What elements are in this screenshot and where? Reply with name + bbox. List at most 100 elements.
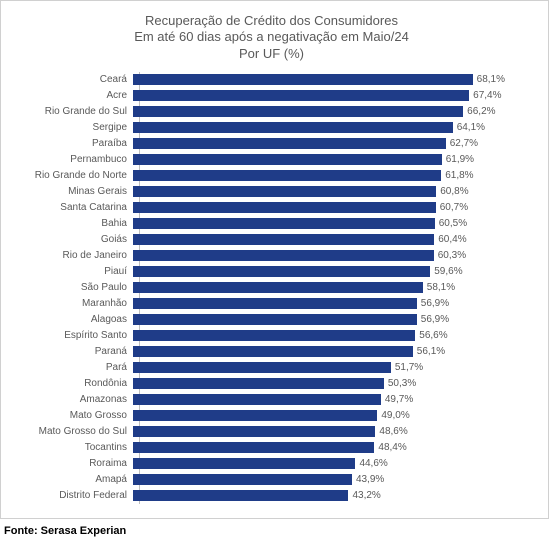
- bar: [133, 266, 430, 277]
- bar-label: Rio Grande do Sul: [11, 106, 133, 117]
- bar-value: 60,5%: [435, 218, 467, 229]
- bar-value: 48,6%: [375, 426, 407, 437]
- bar-label: Paraná: [11, 346, 133, 357]
- bar-label: Espírito Santo: [11, 330, 133, 341]
- bar: [133, 138, 446, 149]
- bar-area: 61,9%: [133, 152, 532, 168]
- bar-label: Amapá: [11, 474, 133, 485]
- bar-area: 44,6%: [133, 456, 532, 472]
- bar-label: Goiás: [11, 234, 133, 245]
- bar-area: 58,1%: [133, 280, 532, 296]
- bar-label: Roraima: [11, 458, 133, 469]
- bar: [133, 202, 436, 213]
- bar-value: 51,7%: [391, 362, 423, 373]
- bar-area: 48,4%: [133, 440, 532, 456]
- bar-label: Pará: [11, 362, 133, 373]
- bar-label: Paraíba: [11, 138, 133, 149]
- bar-value: 44,6%: [355, 458, 387, 469]
- bar-label: Alagoas: [11, 314, 133, 325]
- bar-area: 60,7%: [133, 200, 532, 216]
- bar-row: Goiás 60,4%: [11, 232, 532, 248]
- bar-area: 49,0%: [133, 408, 532, 424]
- bar: [133, 282, 423, 293]
- bar-label: Ceará: [11, 74, 133, 85]
- bar: [133, 410, 377, 421]
- bar: [133, 426, 375, 437]
- bar: [133, 314, 417, 325]
- bar-row: Rio Grande do Sul 66,2%: [11, 104, 532, 120]
- bar-row: Espírito Santo 56,6%: [11, 328, 532, 344]
- bar-row: Piauí 59,6%: [11, 264, 532, 280]
- bar-label: Amazonas: [11, 394, 133, 405]
- bar-value: 59,6%: [430, 266, 462, 277]
- bar-area: 59,6%: [133, 264, 532, 280]
- bar-row: Rio de Janeiro60,3%: [11, 248, 532, 264]
- bar: [133, 154, 442, 165]
- bar-row: Mato Grosso49,0%: [11, 408, 532, 424]
- bar-label: São Paulo: [11, 282, 133, 293]
- bar-row: Sergipe 64,1%: [11, 120, 532, 136]
- bar-row: Amapá43,9%: [11, 472, 532, 488]
- bar-area: 66,2%: [133, 104, 532, 120]
- bar-label: Mato Grosso: [11, 410, 133, 421]
- bar-label: Rondônia: [11, 378, 133, 389]
- bar-label: Acre: [11, 90, 133, 101]
- bar-label: Rio Grande do Norte: [11, 170, 133, 181]
- bar-row: Rondônia50,3%: [11, 376, 532, 392]
- bar-row: Paraíba 62,7%: [11, 136, 532, 152]
- bar-area: 60,8%: [133, 184, 532, 200]
- bar-area: 56,6%: [133, 328, 532, 344]
- bar-value: 60,4%: [434, 234, 466, 245]
- bar-area: 61,8%: [133, 168, 532, 184]
- bar-value: 56,1%: [413, 346, 445, 357]
- bar-label: Rio de Janeiro: [11, 250, 133, 261]
- chart-title: Recuperação de Crédito dos Consumidores …: [11, 13, 532, 62]
- title-line-3: Por UF (%): [11, 46, 532, 62]
- bar: [133, 122, 453, 133]
- bar: [133, 90, 469, 101]
- bar-label: Pernambuco: [11, 154, 133, 165]
- bar-row: Amazonas49,7%: [11, 392, 532, 408]
- bar-value: 60,8%: [436, 186, 468, 197]
- bar: [133, 330, 415, 341]
- bar-value: 48,4%: [374, 442, 406, 453]
- bar-area: 49,7%: [133, 392, 532, 408]
- bar-area: 56,9%: [133, 312, 532, 328]
- bar-label: Maranhão: [11, 298, 133, 309]
- bar-label: Minas Gerais: [11, 186, 133, 197]
- bar-value: 64,1%: [453, 122, 485, 133]
- bar-value: 66,2%: [463, 106, 495, 117]
- bar-area: 51,7%: [133, 360, 532, 376]
- bar-row: Santa Catarina60,7%: [11, 200, 532, 216]
- bar: [133, 250, 434, 261]
- bar-label: Distrito Federal: [11, 490, 133, 501]
- bar-row: Rio Grande do Norte61,8%: [11, 168, 532, 184]
- bar-label: Sergipe: [11, 122, 133, 133]
- bar-row: Mato Grosso do Sul48,6%: [11, 424, 532, 440]
- bar-area: 60,3%: [133, 248, 532, 264]
- bar-area: 56,9%: [133, 296, 532, 312]
- bar-value: 56,6%: [415, 330, 447, 341]
- bar: [133, 106, 463, 117]
- bar-label: Piauí: [11, 266, 133, 277]
- bar-value: 68,1%: [473, 74, 505, 85]
- bar-row: Maranhão 56,9%: [11, 296, 532, 312]
- bar: [133, 218, 435, 229]
- bar-label: Santa Catarina: [11, 202, 133, 213]
- bar: [133, 490, 348, 501]
- bar-value: 56,9%: [417, 298, 449, 309]
- bar-row: Ceará 68,1%: [11, 72, 532, 88]
- bar-row: Tocantins 48,4%: [11, 440, 532, 456]
- bar: [133, 474, 352, 485]
- bar: [133, 186, 436, 197]
- bar-label: Tocantins: [11, 442, 133, 453]
- bar-row: São Paulo58,1%: [11, 280, 532, 296]
- title-line-1: Recuperação de Crédito dos Consumidores: [11, 13, 532, 29]
- bar: [133, 362, 391, 373]
- bar-area: 64,1%: [133, 120, 532, 136]
- bar: [133, 74, 473, 85]
- bar: [133, 298, 417, 309]
- bar-value: 56,9%: [417, 314, 449, 325]
- bar: [133, 234, 434, 245]
- bar-value: 62,7%: [446, 138, 478, 149]
